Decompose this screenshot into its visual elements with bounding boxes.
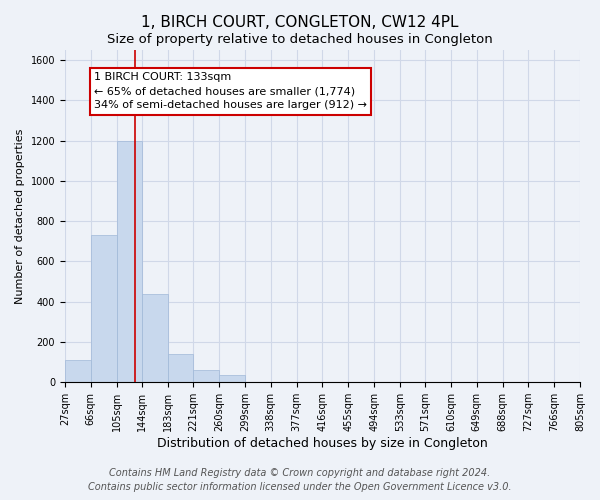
Y-axis label: Number of detached properties: Number of detached properties: [15, 128, 25, 304]
Bar: [116, 140, 142, 382]
X-axis label: Distribution of detached houses by size in Congleton: Distribution of detached houses by size …: [157, 437, 488, 450]
Bar: [65, 360, 91, 382]
Text: 1, BIRCH COURT, CONGLETON, CW12 4PL: 1, BIRCH COURT, CONGLETON, CW12 4PL: [141, 15, 459, 30]
Text: Size of property relative to detached houses in Congleton: Size of property relative to detached ho…: [107, 32, 493, 46]
Bar: [219, 375, 245, 382]
Bar: [168, 354, 193, 382]
Bar: [91, 235, 116, 382]
Text: Contains HM Land Registry data © Crown copyright and database right 2024.
Contai: Contains HM Land Registry data © Crown c…: [88, 468, 512, 492]
Text: 1 BIRCH COURT: 133sqm
← 65% of detached houses are smaller (1,774)
34% of semi-d: 1 BIRCH COURT: 133sqm ← 65% of detached …: [94, 72, 367, 110]
Bar: [193, 370, 219, 382]
Bar: [142, 294, 168, 382]
